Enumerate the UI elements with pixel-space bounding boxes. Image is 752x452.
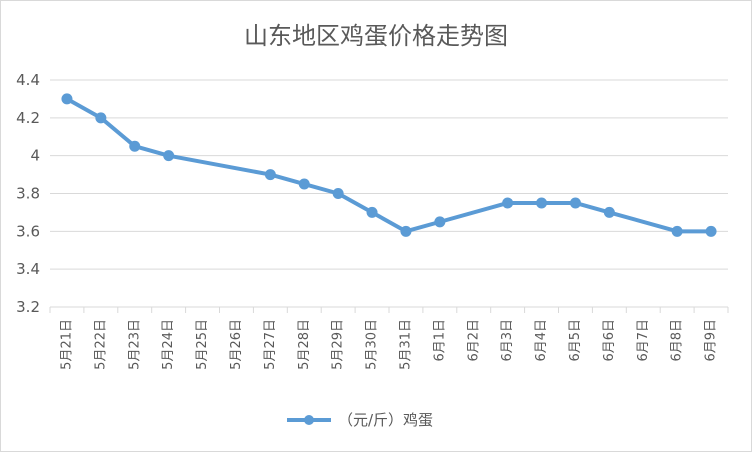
data-point xyxy=(61,93,73,105)
y-tick-label: 4 xyxy=(30,147,40,165)
x-tick-label: 6月2日 xyxy=(466,319,481,362)
data-point xyxy=(264,169,276,181)
data-point xyxy=(129,140,141,152)
data-point xyxy=(163,150,175,162)
legend: （元/斤）鸡蛋 xyxy=(287,411,433,429)
x-tick-label: 5月24日 xyxy=(161,319,176,370)
legend-point-marker xyxy=(304,415,314,425)
y-tick-label: 4.4 xyxy=(16,71,40,89)
data-point xyxy=(671,225,683,237)
x-tick-label: 5月30日 xyxy=(365,319,380,370)
x-axis xyxy=(49,306,729,313)
data-point xyxy=(603,206,615,218)
chart-title: 山东地区鸡蛋价格走势图 xyxy=(244,22,508,50)
x-tick-label: 6月6日 xyxy=(602,319,617,362)
x-tick-label: 6月7日 xyxy=(636,319,651,362)
x-tick-label: 6月3日 xyxy=(500,319,515,362)
x-tick-label: 5月23日 xyxy=(127,319,142,370)
y-tick-label: 3.2 xyxy=(16,298,40,316)
x-tick-label: 6月5日 xyxy=(568,319,583,362)
y-tick-label: 3.4 xyxy=(16,260,40,278)
x-tick-label: 5月22日 xyxy=(93,319,108,370)
x-tick-label: 6月4日 xyxy=(534,319,549,362)
x-tick-label: 5月26日 xyxy=(229,319,244,370)
x-tick-label: 5月21日 xyxy=(59,319,74,370)
data-point xyxy=(298,178,310,190)
x-tick-label: 6月9日 xyxy=(704,319,719,362)
data-point xyxy=(95,112,107,124)
x-axis-tick-labels: 5月21日 5月22日 5月23日 5月24日 5月25日 5月26日 5月27日 5月28日… xyxy=(59,319,718,370)
data-point xyxy=(366,206,378,218)
y-tick-label: 3.8 xyxy=(16,185,40,203)
x-tick-label: 5月27日 xyxy=(263,319,278,370)
data-point xyxy=(400,225,412,237)
x-tick-label: 6月1日 xyxy=(432,319,447,362)
data-point xyxy=(705,225,717,237)
x-tick-label: 5月28日 xyxy=(297,319,312,370)
series-line xyxy=(64,96,714,234)
data-point xyxy=(332,188,344,199)
data-point xyxy=(536,197,548,209)
x-tick-label: 5月31日 xyxy=(398,319,413,370)
y-tick-label: 3.6 xyxy=(16,222,40,240)
legend-label: （元/斤）鸡蛋 xyxy=(338,411,433,429)
data-point xyxy=(502,197,514,209)
series-group xyxy=(61,93,717,237)
gridlines xyxy=(50,79,728,270)
x-tick-label: 6月8日 xyxy=(670,319,685,362)
x-tick-label: 5月25日 xyxy=(195,319,210,370)
data-point xyxy=(569,197,581,209)
y-tick-label: 4.2 xyxy=(16,109,40,127)
y-axis-ticks: 3.2 3.4 3.6 3.8 4 4.2 4.4 xyxy=(16,71,40,316)
data-point xyxy=(434,216,446,228)
x-tick-label: 5月29日 xyxy=(331,319,346,370)
